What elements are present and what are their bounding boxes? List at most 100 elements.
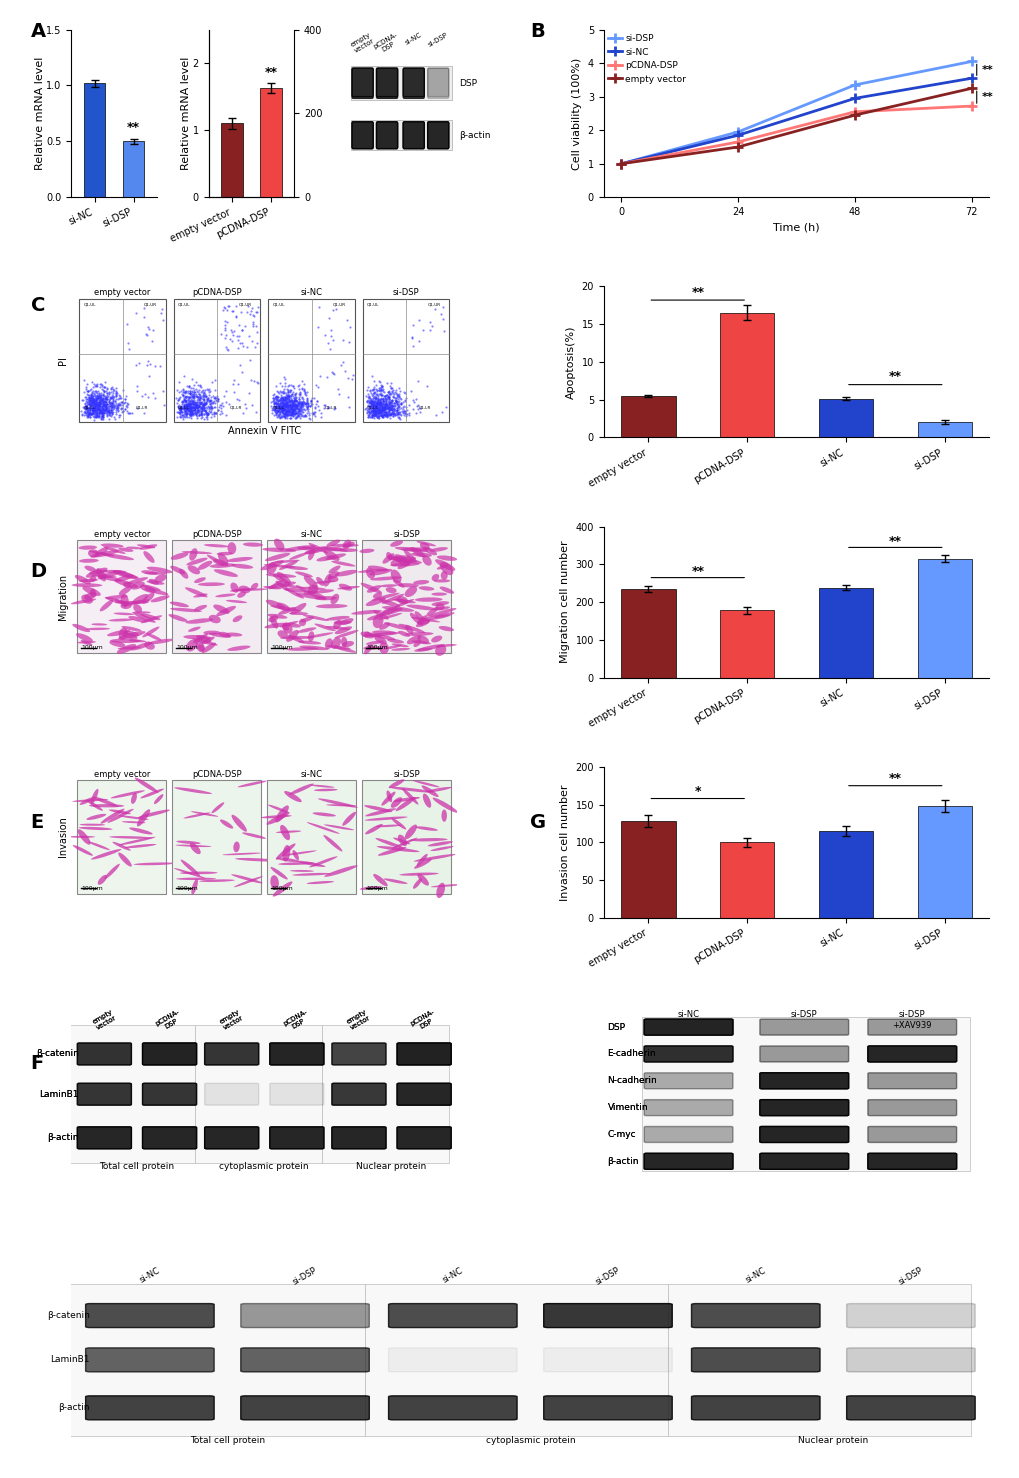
Point (382, 392, 398, 415)
Point (90, 392, 106, 415)
Point (275, 386, 291, 409)
FancyBboxPatch shape (427, 121, 448, 149)
Point (104, 401, 120, 424)
Point (109, 396, 125, 420)
Point (84, 389, 100, 412)
Point (76, 392, 93, 415)
Bar (719, 842, 773, 918)
Point (175, 390, 192, 414)
Point (364, 399, 380, 423)
Point (184, 392, 201, 415)
Ellipse shape (270, 868, 287, 879)
Point (104, 401, 120, 424)
Ellipse shape (318, 798, 358, 808)
Ellipse shape (364, 816, 408, 820)
Point (219, 337, 235, 361)
FancyBboxPatch shape (77, 1083, 131, 1106)
Point (172, 396, 189, 420)
Point (368, 399, 384, 423)
Point (215, 299, 231, 322)
Point (369, 387, 385, 411)
Point (367, 386, 383, 409)
Point (283, 395, 300, 418)
Point (198, 392, 214, 415)
Point (279, 378, 296, 402)
Point (173, 401, 190, 424)
Point (383, 401, 399, 424)
Ellipse shape (330, 544, 359, 547)
Point (191, 401, 207, 424)
Point (79, 390, 96, 414)
Point (269, 401, 285, 424)
Point (278, 396, 294, 420)
Point (196, 392, 212, 415)
Point (90, 396, 106, 420)
Point (360, 375, 376, 399)
Point (400, 403, 417, 427)
Point (176, 380, 193, 403)
Point (276, 387, 292, 411)
Ellipse shape (231, 814, 247, 832)
Point (138, 381, 154, 405)
FancyBboxPatch shape (759, 1153, 848, 1169)
Point (277, 401, 293, 424)
Point (285, 377, 302, 401)
Point (284, 390, 301, 414)
Point (287, 386, 304, 409)
Ellipse shape (275, 831, 301, 834)
Point (379, 380, 395, 403)
Point (273, 399, 289, 423)
Point (269, 398, 285, 421)
Point (370, 401, 386, 424)
Point (185, 396, 202, 420)
Point (183, 402, 200, 426)
Ellipse shape (330, 594, 339, 605)
Point (361, 390, 377, 414)
Point (192, 384, 208, 408)
Point (86, 398, 102, 421)
Point (367, 395, 383, 418)
Point (181, 384, 198, 408)
Point (281, 396, 298, 420)
Point (180, 395, 197, 418)
Ellipse shape (391, 643, 409, 647)
Point (201, 396, 217, 420)
Ellipse shape (72, 624, 90, 633)
Point (101, 396, 117, 420)
Point (285, 403, 302, 427)
Point (278, 399, 294, 423)
Ellipse shape (431, 636, 442, 643)
Point (282, 387, 299, 411)
Ellipse shape (390, 559, 403, 566)
Point (396, 381, 413, 405)
Point (274, 387, 290, 411)
Point (372, 398, 388, 421)
Point (298, 392, 314, 415)
Point (380, 395, 396, 418)
Point (281, 392, 298, 415)
Point (230, 336, 247, 359)
Point (275, 389, 291, 412)
Point (138, 322, 154, 346)
Point (77, 396, 94, 420)
Point (184, 393, 201, 417)
FancyBboxPatch shape (867, 1153, 956, 1169)
Point (85, 405, 101, 429)
Point (376, 398, 392, 421)
Point (294, 393, 311, 417)
Ellipse shape (117, 816, 149, 820)
Point (170, 380, 186, 403)
Point (284, 392, 301, 415)
Point (184, 390, 201, 414)
Point (193, 402, 209, 426)
Point (81, 387, 97, 411)
Ellipse shape (185, 618, 213, 624)
FancyBboxPatch shape (240, 1304, 369, 1327)
Point (105, 389, 121, 412)
Point (293, 377, 310, 401)
Point (176, 399, 193, 423)
Point (89, 401, 105, 424)
FancyBboxPatch shape (270, 1083, 324, 1106)
Point (267, 402, 283, 426)
Ellipse shape (196, 636, 211, 643)
